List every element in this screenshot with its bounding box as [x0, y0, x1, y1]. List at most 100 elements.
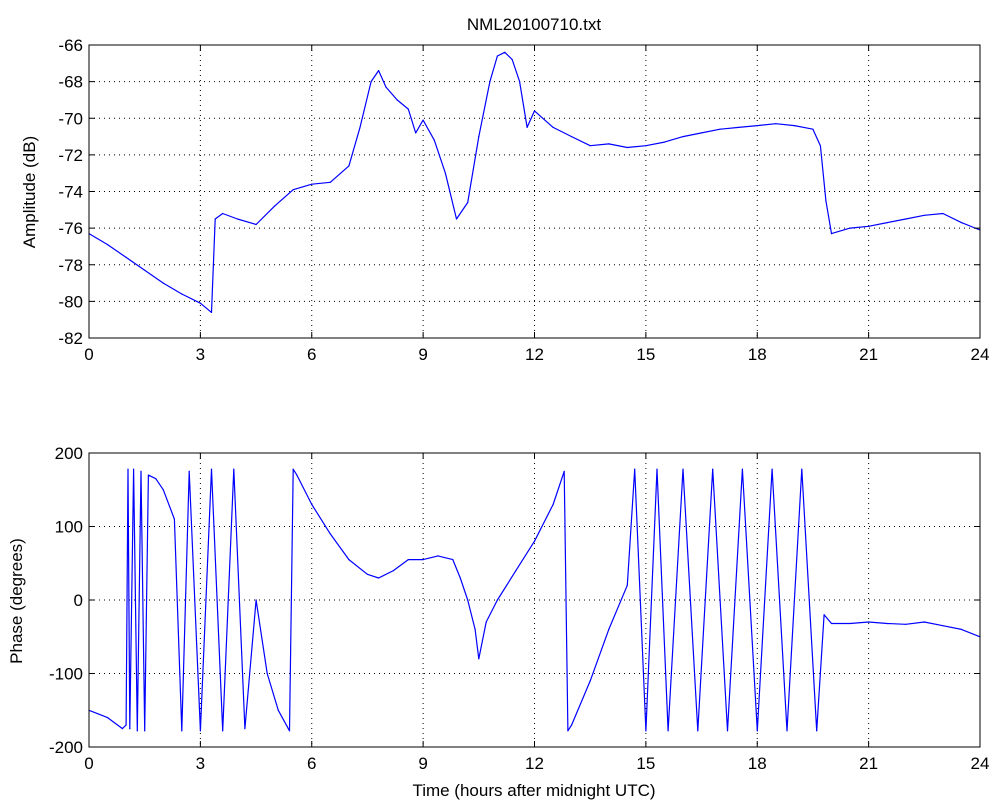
phase-data-point	[923, 621, 925, 623]
amplitude-data-point	[589, 145, 591, 147]
amplitude-data-point	[329, 181, 331, 183]
amplitude-data-point	[533, 110, 536, 112]
amplitude-data-point	[526, 126, 528, 128]
phase-data-point	[140, 470, 142, 472]
phase-data-point	[199, 730, 201, 732]
phase-data-point	[608, 628, 610, 631]
amplitude-data-point	[775, 123, 777, 125]
amplitude-data-point	[385, 86, 387, 88]
amplitude-axes: 0 3 6 9 12 15 18 21 24 -82 -80 -78 -76 -74 -72 -70 -68 -6…	[20, 15, 989, 364]
amplitude-ytick-label: -82	[58, 329, 83, 348]
amplitude-data-point	[682, 136, 684, 138]
amplitude-data-point	[511, 59, 513, 61]
amplitude-data-point	[255, 223, 257, 226]
phase-xtick-label: 9	[418, 754, 427, 773]
amplitude-data-point	[236, 218, 239, 220]
phase-xtick-label: 3	[196, 754, 205, 773]
phase-data-point	[233, 468, 235, 470]
amplitude-data-point	[738, 126, 740, 128]
amplitude-data-point	[348, 165, 350, 167]
amplitude-xtick-label: 0	[84, 345, 93, 364]
phase-xlabel: Time (hours after midnight UTC)	[412, 781, 655, 800]
amplitude-series	[88, 51, 981, 313]
phase-data-point	[467, 599, 469, 601]
phase-data-point	[144, 730, 146, 732]
amplitude-data-point	[519, 81, 521, 83]
phase-data-point	[181, 730, 183, 732]
phase-data-point	[437, 555, 439, 557]
phase-data-point	[712, 468, 714, 470]
amplitude-data-point	[830, 233, 833, 235]
phase-data-point	[162, 489, 164, 491]
phase-data-point	[515, 570, 517, 572]
phase-data-point	[571, 724, 573, 726]
phase-data-point	[656, 468, 658, 470]
phase-data-point	[407, 559, 409, 561]
phase-data-point	[127, 468, 129, 470]
amplitude-data-point	[645, 145, 647, 147]
phase-data-point	[474, 628, 476, 631]
amplitude-data-point	[370, 81, 372, 83]
phase-data-point	[645, 730, 647, 732]
amplitude-data-point	[125, 256, 127, 258]
phase-data-point	[392, 570, 394, 572]
amplitude-data-point	[756, 125, 758, 127]
phase-data-point	[107, 717, 109, 719]
phase-xtick-label: 21	[859, 754, 878, 773]
amplitude-data-point	[819, 145, 822, 147]
amplitude-data-point	[181, 293, 183, 295]
amplitude-data-point	[162, 282, 164, 284]
phase-series	[88, 468, 981, 732]
amplitude-data-point	[960, 222, 963, 224]
phase-data-point	[244, 728, 246, 730]
phase-data-point	[823, 614, 825, 616]
phase-data-point	[589, 680, 591, 682]
phase-data-point	[459, 577, 461, 579]
phase-data-point	[296, 474, 298, 476]
amplitude-data-point	[478, 136, 480, 138]
amplitude-data-point	[886, 222, 888, 224]
phase-data-point	[129, 728, 131, 730]
amplitude-data-point	[292, 189, 294, 191]
amplitude-data-point	[868, 225, 870, 227]
amplitude-data-point	[359, 126, 361, 128]
phase-ticks: 0 3 6 9 12 15 18 21 24 -200 -100 0 100 200	[49, 444, 989, 773]
phase-ylabel: Phase (degrees)	[7, 538, 26, 664]
amplitude-data-point	[107, 244, 109, 246]
phase-data-point	[960, 628, 963, 631]
phase-data-point	[136, 730, 138, 732]
phase-data-point	[697, 730, 699, 732]
amplitude-data-point	[455, 218, 458, 220]
amplitude-data-point	[942, 212, 944, 215]
amplitude-xtick-label: 21	[859, 345, 878, 364]
phase-data-point	[277, 709, 279, 711]
phase-data-point	[155, 478, 157, 480]
amplitude-data-point	[719, 128, 721, 130]
amplitude-data-point	[812, 128, 814, 130]
phase-data-point	[478, 658, 480, 660]
amplitude-data-point	[444, 172, 446, 174]
phase-data-point	[905, 623, 907, 625]
amplitude-data-point	[504, 51, 506, 53]
phase-data-point	[422, 559, 424, 561]
amplitude-ytick-label: -78	[58, 256, 83, 275]
phase-data-point	[942, 625, 944, 627]
phase-data-point	[222, 730, 224, 732]
amplitude-data-point	[552, 126, 554, 128]
phase-data-point	[485, 621, 487, 623]
amplitude-data-point	[407, 108, 409, 110]
amplitude-data-point	[210, 311, 213, 313]
phase-data-point	[188, 470, 190, 472]
phase-data-point	[210, 468, 213, 470]
amplitude-data-point	[571, 136, 573, 138]
amplitude-xtick-label: 6	[307, 345, 316, 364]
phase-data-point	[849, 622, 851, 625]
amplitude-data-point	[663, 141, 666, 143]
amplitude-data-point	[433, 139, 435, 141]
amplitude-data-point	[923, 214, 925, 216]
phase-data-point	[626, 584, 628, 586]
amplitude-data-point	[701, 132, 703, 134]
phase-data-point	[378, 577, 380, 579]
